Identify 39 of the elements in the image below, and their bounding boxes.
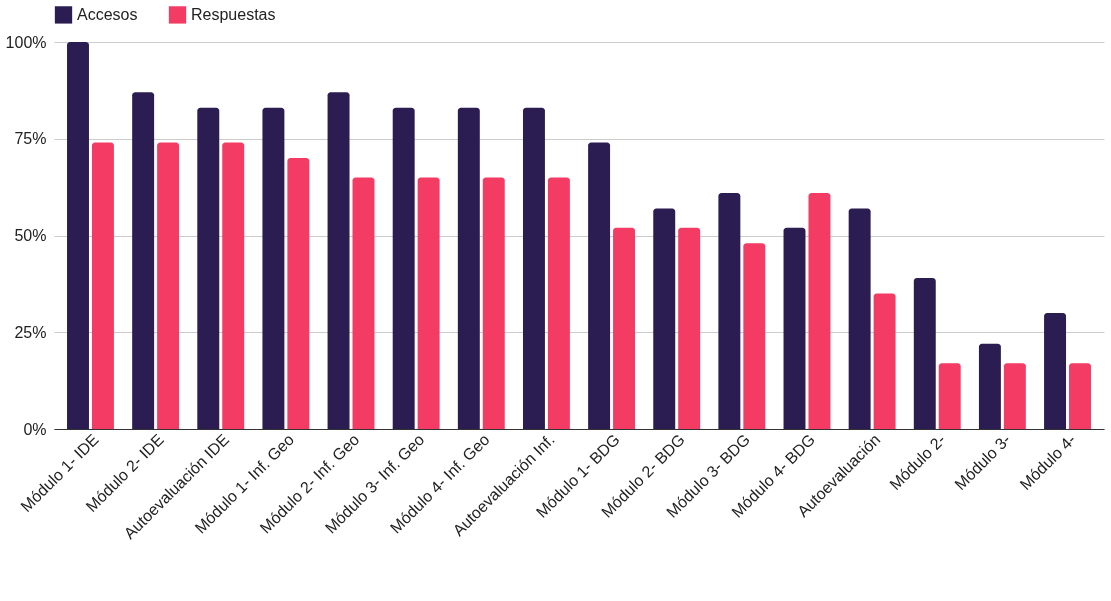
- y-tick-label: 50%: [14, 227, 47, 244]
- bar: [913, 278, 936, 429]
- bar: [327, 92, 350, 429]
- bar: [352, 177, 375, 429]
- bar: [873, 293, 896, 429]
- bar: [1069, 363, 1091, 429]
- bar: [1044, 312, 1067, 429]
- bar: [522, 107, 545, 429]
- bar: [743, 243, 766, 429]
- bar: [848, 208, 871, 429]
- y-tick-label: 0%: [23, 420, 47, 438]
- bar: [783, 227, 806, 429]
- bar: [808, 192, 831, 429]
- bar: [392, 107, 415, 429]
- bar: [613, 227, 636, 429]
- bar: [1003, 363, 1026, 429]
- bar: [653, 208, 676, 429]
- y-tick-label: 75%: [14, 130, 47, 148]
- bar: [678, 227, 701, 429]
- bar: [718, 192, 741, 429]
- bar: [482, 177, 505, 429]
- bar: [547, 177, 570, 429]
- bar: [132, 92, 155, 429]
- legend-label: Respuestas: [191, 5, 276, 23]
- bar: [197, 107, 220, 429]
- bar: [222, 142, 245, 429]
- bar: [287, 158, 310, 429]
- bar: [588, 142, 611, 429]
- legend-label: Accesos: [77, 5, 138, 23]
- bar: [157, 142, 180, 429]
- bar: [67, 42, 89, 429]
- bar: [91, 142, 114, 429]
- bar: [978, 343, 1001, 429]
- bar: [457, 107, 480, 429]
- bar: [262, 107, 285, 429]
- bar: [417, 177, 440, 429]
- bar: [938, 363, 961, 429]
- y-tick-label: 100%: [5, 33, 47, 51]
- y-tick-label: 25%: [14, 323, 47, 341]
